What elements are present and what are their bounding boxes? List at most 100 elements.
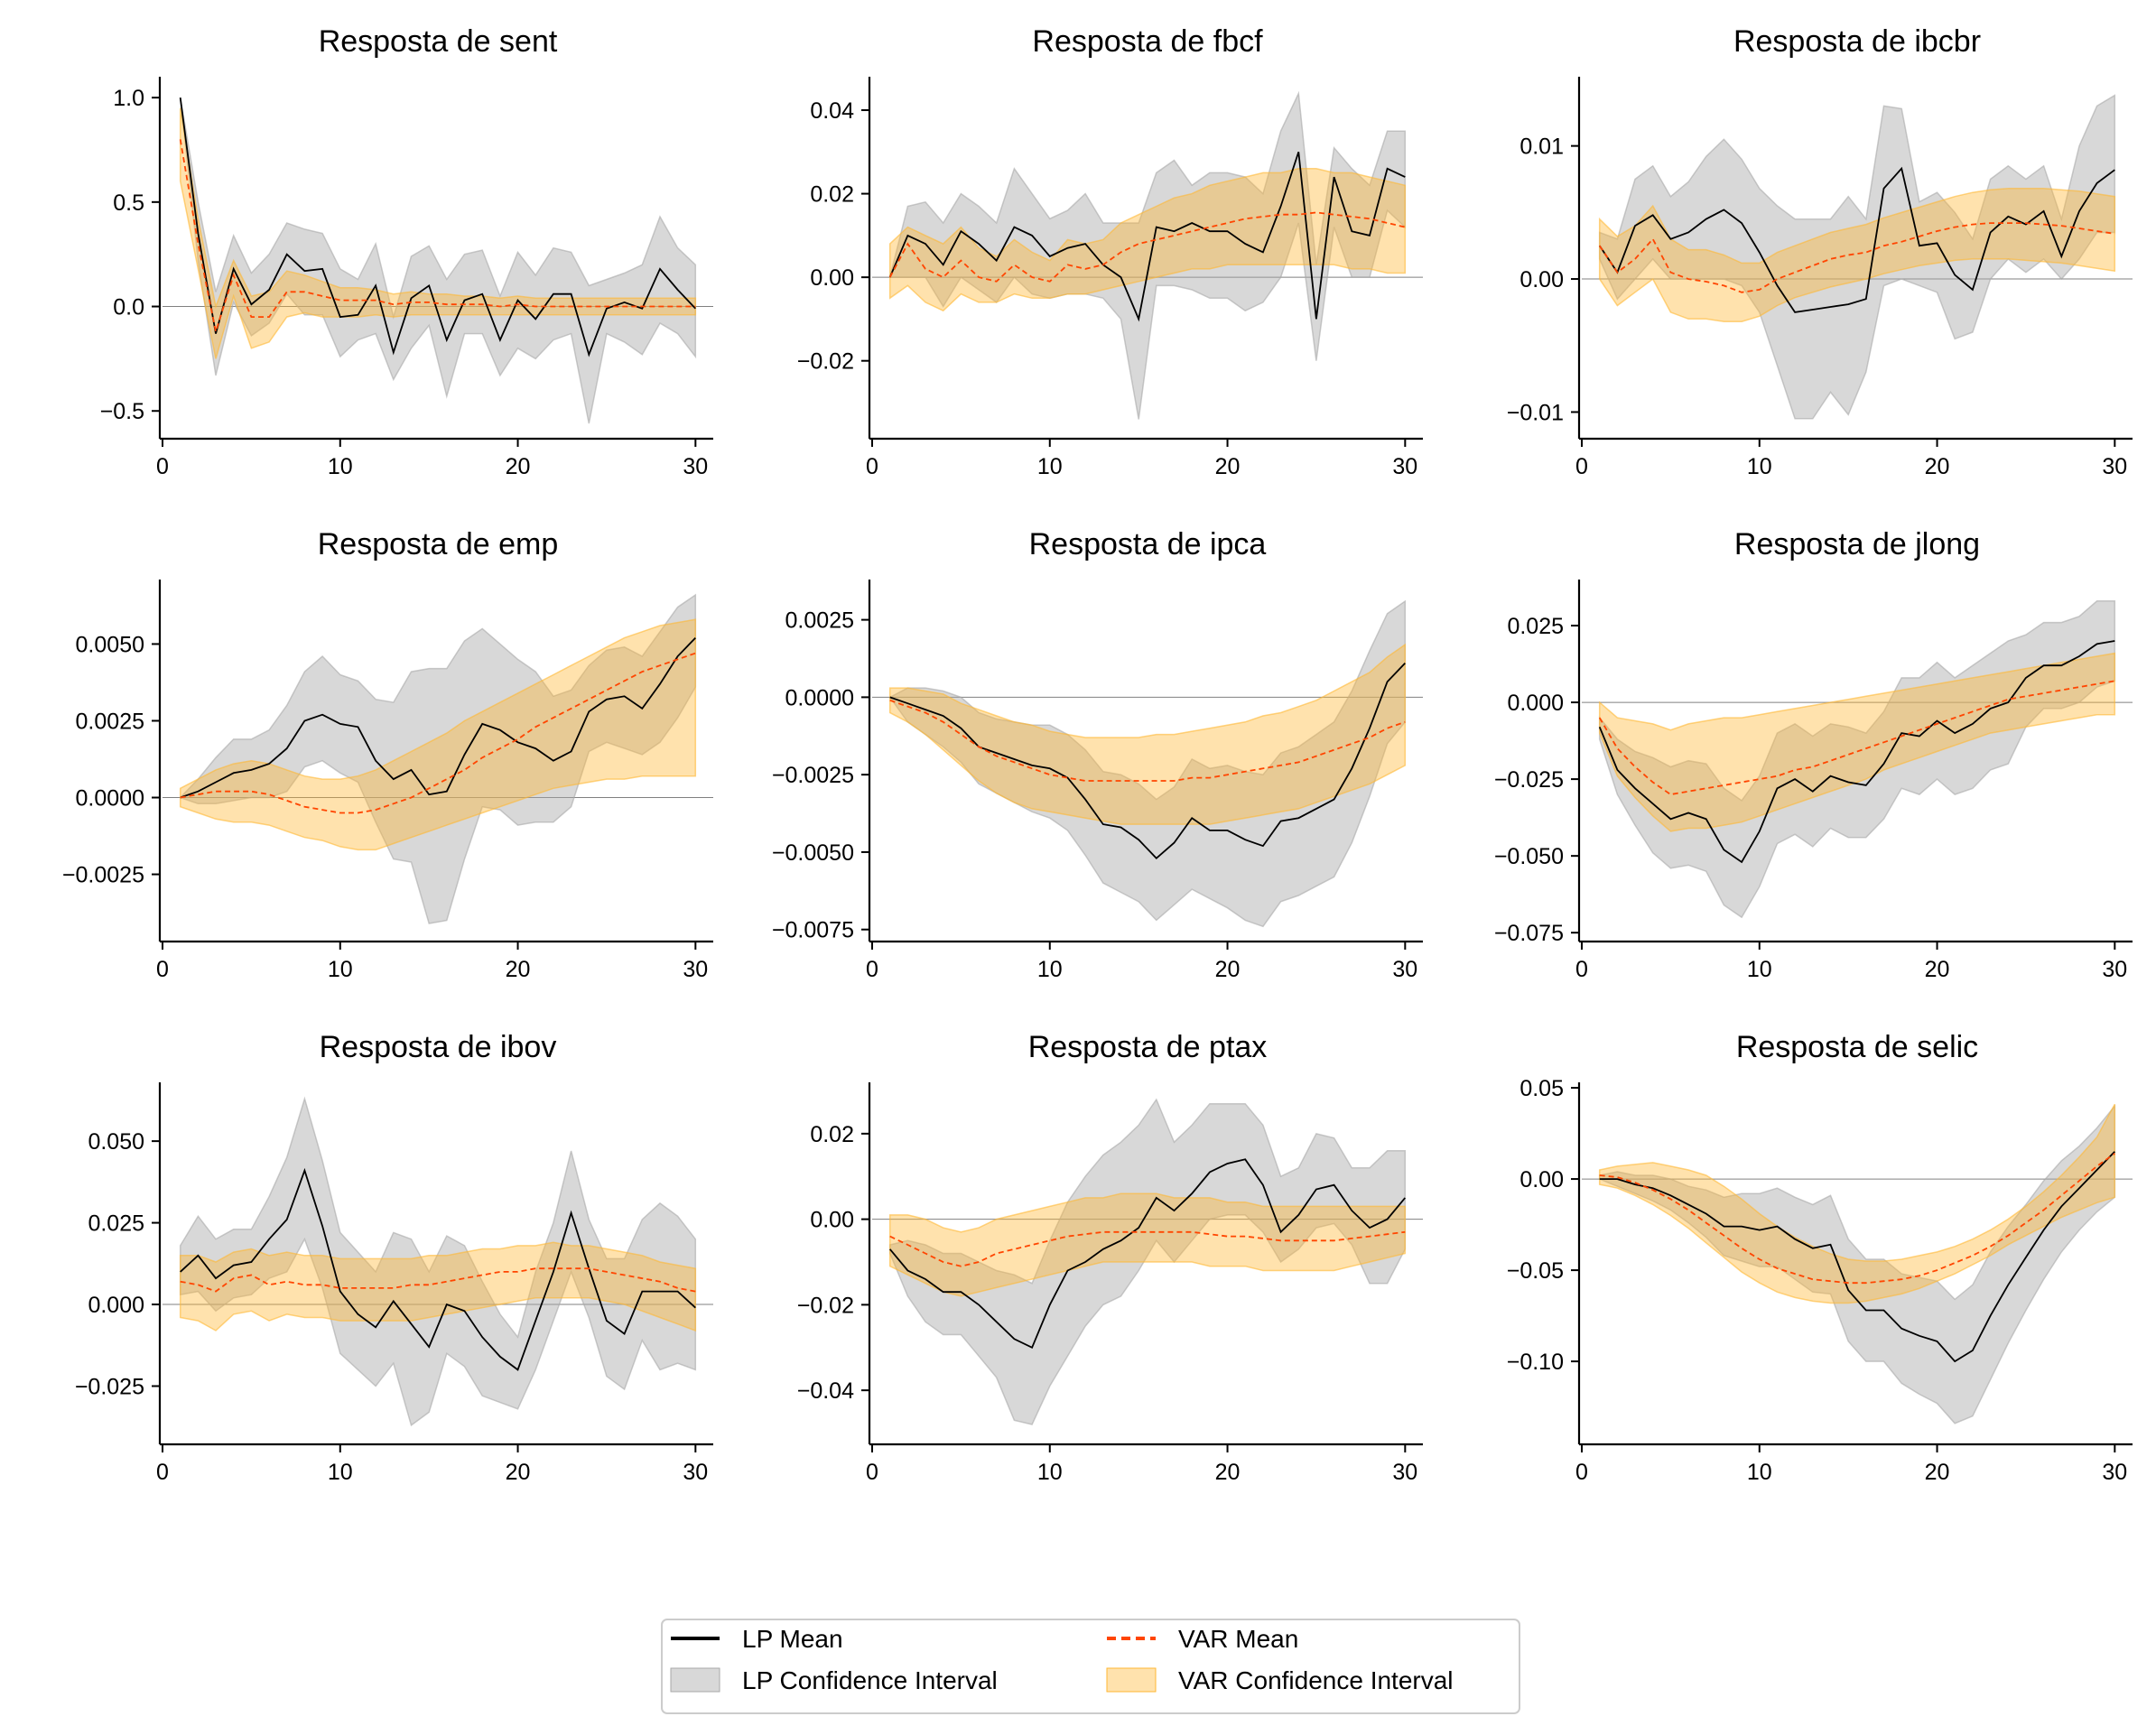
x-tick-label: 20 xyxy=(1925,957,1950,982)
x-tick-label: 30 xyxy=(2102,454,2127,479)
y-tick-label: 0.05 xyxy=(1519,1076,1564,1101)
subplot-title: Resposta de emp xyxy=(318,527,559,561)
x-tick-label: 20 xyxy=(506,1460,531,1485)
x-tick-label: 0 xyxy=(866,454,878,479)
legend-label-lp-mean: LP Mean xyxy=(742,1625,843,1653)
x-tick-label: 0 xyxy=(156,454,169,479)
x-tick-label: 10 xyxy=(1747,1460,1772,1485)
y-tick-label: 0.00 xyxy=(1519,1167,1564,1192)
x-tick-label: 30 xyxy=(1392,1460,1417,1485)
x-tick-label: 10 xyxy=(328,1460,353,1485)
y-tick-label: 0.0025 xyxy=(76,709,144,734)
x-tick-label: 0 xyxy=(866,957,878,982)
x-tick-label: 30 xyxy=(2102,957,2127,982)
y-tick-label: 0.0000 xyxy=(785,685,854,710)
y-tick-label: −0.0025 xyxy=(62,863,144,888)
x-tick-label: 30 xyxy=(1392,957,1417,982)
lp-ci-swatch xyxy=(670,1667,720,1693)
var-mean-line xyxy=(180,652,696,814)
var-confidence-band xyxy=(1598,652,2116,832)
y-tick-label: 0.5 xyxy=(113,190,144,216)
x-tick-label: 30 xyxy=(683,1460,708,1485)
y-tick-label: −0.01 xyxy=(1507,400,1564,425)
x-tick-label: 10 xyxy=(1037,957,1063,982)
y-tick-label: −0.050 xyxy=(1494,844,1564,869)
var-mean-line xyxy=(1599,1153,2115,1285)
x-tick-label: 0 xyxy=(156,1460,169,1485)
y-tick-label: 0.00 xyxy=(1519,267,1564,292)
y-tick-label: −0.02 xyxy=(797,349,854,375)
x-tick-label: 0 xyxy=(1575,1460,1588,1485)
y-tick-label: 0.025 xyxy=(1507,614,1564,639)
y-tick-label: 0.0000 xyxy=(76,786,144,812)
y-tick-label: 0.00 xyxy=(810,1208,854,1233)
y-tick-label: −0.075 xyxy=(1494,921,1564,946)
y-tick-label: 0.050 xyxy=(88,1129,144,1155)
y-tick-label: 0.000 xyxy=(88,1293,144,1318)
y-tick-label: 0.02 xyxy=(810,182,854,208)
var-mean-line xyxy=(1598,222,2115,293)
subplot-title: Resposta de jlong xyxy=(1734,527,1980,561)
y-tick-label: −0.025 xyxy=(1494,767,1564,793)
x-tick-label: 0 xyxy=(1575,957,1588,982)
y-tick-label: 0.0050 xyxy=(76,632,144,657)
y-tick-label: −0.5 xyxy=(100,399,144,424)
legend-label-var-mean: VAR Mean xyxy=(1178,1625,1298,1653)
legend: LP Mean LP Confidence Interval VAR Mean … xyxy=(661,1619,1520,1714)
var-confidence-band xyxy=(1598,188,2116,322)
subplot-title: Resposta de fbcf xyxy=(1032,24,1263,59)
var-confidence-band xyxy=(179,1241,697,1332)
legend-item-var-ci: VAR Confidence Interval xyxy=(1106,1666,1454,1694)
lp-mean-line xyxy=(179,97,696,357)
x-tick-label: 0 xyxy=(1575,454,1588,479)
legend-frame xyxy=(661,1619,1520,1714)
x-tick-label: 20 xyxy=(1215,454,1241,479)
subplot-sent: 0 10 20 30 −0.5 0.0 0.5 1.0 Resposta de sent xyxy=(100,24,713,479)
x-tick-label: 10 xyxy=(328,957,353,982)
subplot-title: Resposta de sent xyxy=(319,24,558,59)
x-tick-label: 30 xyxy=(683,957,708,982)
y-tick-label: −0.05 xyxy=(1507,1258,1564,1284)
x-tick-label: 20 xyxy=(1215,1460,1241,1485)
x-tick-label: 30 xyxy=(1392,454,1417,479)
x-tick-label: 20 xyxy=(1215,957,1241,982)
y-tick-label: −0.04 xyxy=(797,1378,854,1404)
legend-item-var-mean: VAR Mean xyxy=(1107,1625,1298,1653)
y-tick-label: 0.025 xyxy=(88,1211,144,1237)
y-tick-label: −0.02 xyxy=(797,1293,854,1318)
lp-mean-line xyxy=(889,1158,1406,1350)
subplot-title: Resposta de ipca xyxy=(1029,527,1267,561)
var-confidence-band xyxy=(888,1192,1407,1297)
subplot-ipca: 0 10 20 30 −0.0075 −0.0050 −0.0025 0.0000 0.0025… xyxy=(772,527,1423,982)
x-tick-label: 0 xyxy=(866,1460,878,1485)
y-tick-label: 0.01 xyxy=(1519,135,1564,160)
subplot-title: Resposta de ibcbr xyxy=(1733,24,1981,59)
x-tick-label: 0 xyxy=(156,957,169,982)
subplot-ibcbr: 0 10 20 30 −0.01 0.00 0.01 Resposta de ibcbr xyxy=(1507,24,2133,479)
y-tick-label: −0.025 xyxy=(75,1374,144,1399)
lp-mean-line xyxy=(889,662,1406,860)
x-tick-label: 30 xyxy=(2102,1460,2127,1485)
subplot-jlong: 0 10 20 30 −0.075 −0.050 −0.025 0.000 0.025 Respo… xyxy=(1494,527,2133,982)
legend-item-lp-ci: LP Confidence Interval xyxy=(670,1666,998,1694)
lp-mean-line xyxy=(1598,166,2115,313)
lp-mean-line xyxy=(180,636,696,799)
x-tick-label: 10 xyxy=(1747,454,1772,479)
var-mean-line xyxy=(1598,680,2115,796)
legend-label-lp-ci: LP Confidence Interval xyxy=(742,1666,998,1694)
y-tick-label: 0.000 xyxy=(1507,691,1564,716)
var-confidence-band xyxy=(179,618,697,851)
subplot-selic: 0 10 20 30 −0.10 −0.05 0.00 0.05 Resposta de sel… xyxy=(1507,1030,2133,1485)
y-tick-label: 0.04 xyxy=(810,98,854,124)
x-tick-label: 20 xyxy=(506,957,531,982)
subplot-title: Resposta de ptax xyxy=(1028,1030,1268,1064)
y-tick-label: −0.0050 xyxy=(772,840,854,866)
lp-mean-line xyxy=(888,152,1406,322)
x-tick-label: 10 xyxy=(1037,454,1063,479)
subplot-title: Resposta de ibov xyxy=(320,1030,557,1064)
x-tick-label: 20 xyxy=(1925,454,1950,479)
lp-mean-line xyxy=(1598,640,2115,864)
var-mean-line xyxy=(179,139,696,332)
subplot-fbcf: 0 10 20 30 −0.02 0.00 0.02 0.04 Resposta de fbcf xyxy=(797,24,1423,479)
